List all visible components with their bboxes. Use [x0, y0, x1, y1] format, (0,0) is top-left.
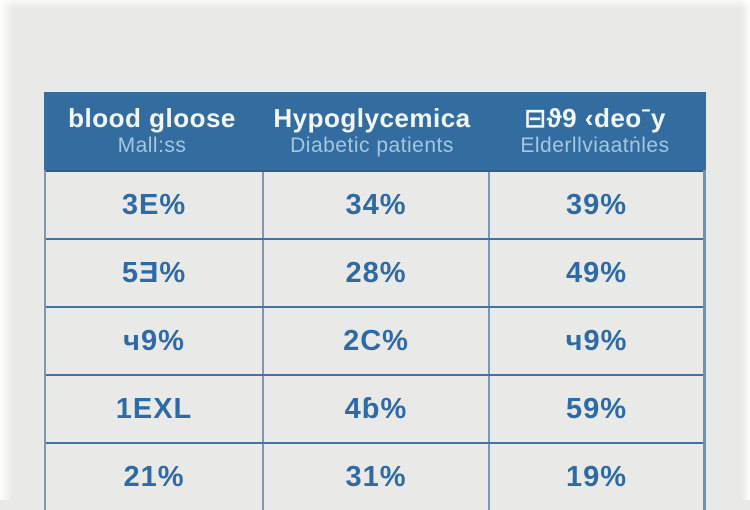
statistics-table: blood gloose Mall:ss Hypoglycemica Diabe… — [44, 92, 706, 510]
table-cell: 1EXL — [115, 392, 193, 425]
table-row: ч9% 2C% ч9% — [46, 306, 703, 374]
table-cell: 31% — [262, 444, 488, 510]
table-cell: 3E% — [121, 188, 187, 221]
header-cell-elderly: ⊟ϑ9 ‹deoˉy Elderllviaatṅles — [484, 92, 706, 170]
table-row: 3E% 34% 39% — [46, 170, 703, 238]
table-cell: 34% — [262, 172, 488, 238]
header-title: Hypoglycemica — [273, 102, 471, 133]
table-row: 1EXL 4ɓ% 59% — [46, 374, 703, 442]
table-row: 5Ǝ% 28% 49% — [46, 238, 703, 306]
table-cell: 49% — [488, 240, 703, 306]
header-subtitle: Diabetic patients — [290, 134, 454, 158]
table-cell: 4ɓ% — [262, 376, 488, 442]
header-subtitle: Mall:ss — [117, 134, 187, 158]
header-cell-hypoglycemia: Hypoglycemica Diabetic patients — [260, 92, 484, 170]
page-edge-highlight-left — [0, 0, 13, 500]
table-cell: ч9% — [123, 324, 185, 357]
table-cell: 2C% — [262, 308, 488, 374]
table-cell: 28% — [262, 240, 488, 306]
table-cell: 21% — [123, 460, 185, 493]
header-cell-blood-glucose: blood gloose Mall:ss — [44, 92, 260, 170]
page-edge-highlight-top — [0, 0, 750, 9]
table-cell: ч9% — [488, 308, 703, 374]
page-edge-highlight-right — [741, 0, 750, 500]
table-cell: 39% — [488, 172, 703, 238]
table-cell: 19% — [488, 444, 703, 510]
header-title: blood gloose — [68, 102, 236, 133]
header-subtitle: Elderllviaatṅles — [520, 134, 670, 158]
table-cell: 5Ǝ% — [121, 256, 187, 289]
table-row: 21% 31% 19% — [46, 442, 703, 510]
header-title: ⊟ϑ9 ‹deoˉy — [524, 102, 666, 133]
table-header-row: blood gloose Mall:ss Hypoglycemica Diabe… — [44, 92, 706, 170]
table-cell: 59% — [488, 376, 703, 442]
table-body: 3E% 34% 39% 5Ǝ% 28% 49% ч9% 2C% ч9% 1EXL… — [44, 170, 706, 510]
